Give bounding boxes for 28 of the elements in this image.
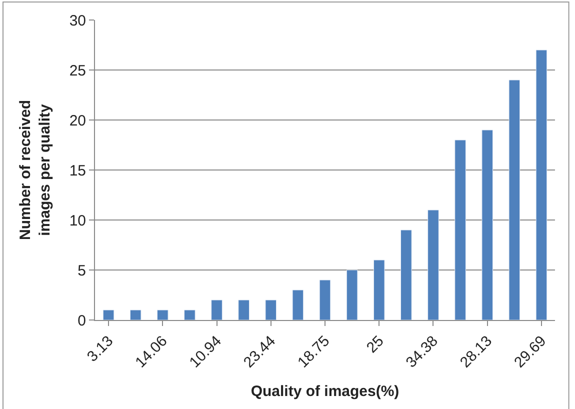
x-axis-title: Quality of images(%) xyxy=(250,383,400,400)
bar xyxy=(211,300,222,320)
y-tick-label: 25 xyxy=(69,62,86,80)
bar xyxy=(184,310,196,320)
x-tick-label: 3.13 xyxy=(84,332,117,366)
bar xyxy=(130,310,142,320)
bar xyxy=(238,300,250,320)
y-tick-label: 30 xyxy=(69,12,86,30)
bar xyxy=(292,290,304,320)
x-tick-label: 25 xyxy=(363,332,388,356)
bar xyxy=(536,50,548,320)
y-tick-label: 10 xyxy=(69,212,86,230)
y-tick-label: 5 xyxy=(78,262,86,280)
y-tick-label: 15 xyxy=(69,162,86,180)
bar xyxy=(265,300,277,320)
bar xyxy=(373,260,385,320)
bar xyxy=(482,130,494,320)
bar xyxy=(319,280,331,320)
bar xyxy=(428,210,439,320)
y-tick-label: 0 xyxy=(78,312,86,330)
bar xyxy=(156,310,168,320)
bar xyxy=(346,270,358,320)
y-tick-label: 20 xyxy=(69,112,86,130)
y-axis-title: Number of received images per quality xyxy=(17,100,54,240)
bar xyxy=(400,230,412,320)
bar xyxy=(454,140,466,320)
bar xyxy=(102,310,114,320)
bar xyxy=(508,80,520,320)
